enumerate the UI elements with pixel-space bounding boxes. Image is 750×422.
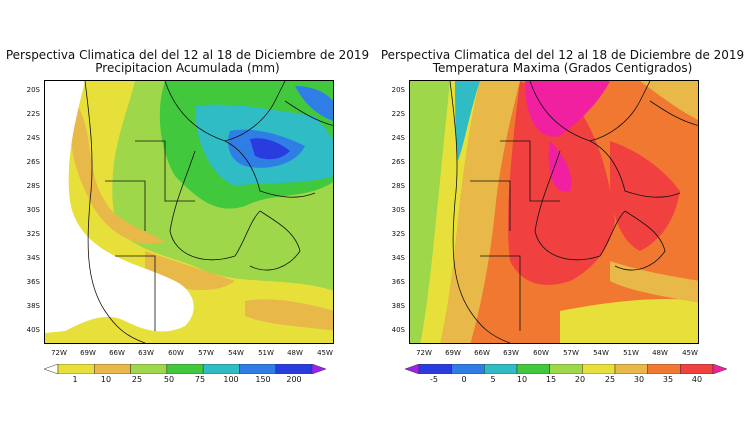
colorbar-label: 30: [633, 375, 645, 384]
precip-colorbar: [44, 364, 326, 374]
lat-label: 32S: [26, 230, 40, 238]
lon-label: 60W: [168, 349, 184, 357]
lon-label: 45W: [317, 349, 333, 357]
tmax-colorbar: [405, 364, 727, 374]
colorbar-swatch: [614, 364, 648, 374]
tmax-field: [410, 81, 698, 343]
lat-label: 36S: [26, 278, 40, 286]
lon-label: 51W: [623, 349, 639, 357]
colorbar-label: 5: [490, 375, 496, 384]
colorbar-swatch: [130, 364, 168, 374]
colorbar-label: 15: [545, 375, 557, 384]
colorbar-swatch: [239, 364, 276, 374]
lon-label: 66W: [109, 349, 125, 357]
lat-label: 28S: [391, 182, 405, 190]
colorbar-label: 25: [604, 375, 616, 384]
colorbar-label: 25: [131, 375, 143, 384]
lat-label: 34S: [391, 254, 405, 262]
lon-label: 57W: [563, 349, 579, 357]
lat-label: 22S: [26, 110, 40, 118]
lat-label: 26S: [26, 158, 40, 166]
colorbar-swatch: [582, 364, 616, 374]
colorbar-swatch: [275, 364, 313, 374]
lon-label: 72W: [416, 349, 432, 357]
lat-label: 24S: [391, 134, 405, 142]
lat-label: 30S: [391, 206, 405, 214]
precip-title-line2: Precipitacion Acumulada (mm): [95, 61, 280, 75]
lat-label: 40S: [391, 326, 405, 334]
precip-map: [44, 80, 334, 344]
lat-label: 34S: [26, 254, 40, 262]
colorbar-label: 1: [72, 375, 78, 384]
colorbar-swatch: [712, 364, 727, 374]
lat-label: 38S: [26, 302, 40, 310]
colorbar-swatch: [57, 364, 95, 374]
colorbar-label: 75: [194, 375, 206, 384]
tmax-title-line1: Perspectiva Climatica del del 12 al 18 d…: [380, 48, 745, 62]
lat-label: 32S: [391, 230, 405, 238]
colorbar-swatch: [549, 364, 583, 374]
tmax-colorbar-swatches: [405, 364, 727, 374]
colorbar-swatch: [680, 364, 714, 374]
lat-label: 38S: [391, 302, 405, 310]
colorbar-swatch: [647, 364, 681, 374]
lon-label: 60W: [533, 349, 549, 357]
colorbar-swatch: [516, 364, 550, 374]
precip-field: [45, 81, 333, 343]
lat-label: 40S: [26, 326, 40, 334]
colorbar-label: 150: [255, 375, 271, 384]
lon-label: 45W: [682, 349, 698, 357]
colorbar-label: 10: [516, 375, 528, 384]
tmax-map: [409, 80, 699, 344]
colorbar-swatch: [484, 364, 518, 374]
colorbar-label: 50: [163, 375, 175, 384]
colorbar-label: 10: [100, 375, 112, 384]
lon-label: 57W: [198, 349, 214, 357]
lon-label: 69W: [80, 349, 96, 357]
lat-label: 30S: [26, 206, 40, 214]
precip-panel: Perspectiva Climatica del del 12 al 18 d…: [5, 48, 370, 384]
lon-label: 66W: [474, 349, 490, 357]
lat-label: 24S: [26, 134, 40, 142]
tmax-title-line2: Temperatura Maxima (Grados Centigrados): [432, 61, 693, 75]
colorbar-swatch: [418, 364, 452, 374]
lon-label: 63W: [138, 349, 154, 357]
colorbar-swatch: [94, 364, 131, 374]
lon-label: 63W: [503, 349, 519, 357]
lon-label: 48W: [652, 349, 668, 357]
lon-label: 51W: [258, 349, 274, 357]
lat-label: 22S: [391, 110, 405, 118]
precip-title-line1: Perspectiva Climatica del del 12 al 18 d…: [5, 48, 370, 62]
precip-colorbar-swatches: [44, 364, 326, 374]
colorbar-label: 0: [461, 375, 467, 384]
lat-label: 20S: [391, 86, 405, 94]
lat-label: 28S: [26, 182, 40, 190]
lon-label: 72W: [51, 349, 67, 357]
colorbar-swatch: [405, 364, 420, 374]
colorbar-label: -5: [430, 375, 438, 384]
colorbar-label: 20: [574, 375, 586, 384]
lon-label: 54W: [593, 349, 609, 357]
lon-label: 48W: [287, 349, 303, 357]
colorbar-swatch: [166, 364, 204, 374]
lat-label: 20S: [26, 86, 40, 94]
colorbar-swatch: [202, 364, 240, 374]
colorbar-label: 40: [691, 375, 703, 384]
lat-label: 36S: [391, 278, 405, 286]
colorbar-swatch: [44, 364, 59, 374]
lat-label: 26S: [391, 158, 405, 166]
colorbar-label: 200: [286, 375, 302, 384]
colorbar-swatch: [311, 364, 326, 374]
lon-label: 54W: [228, 349, 244, 357]
lon-label: 69W: [445, 349, 461, 357]
tmax-panel: Perspectiva Climatica del del 12 al 18 d…: [375, 0, 750, 422]
colorbar-label: 100: [223, 375, 239, 384]
colorbar-label: 35: [662, 375, 674, 384]
colorbar-swatch: [451, 364, 485, 374]
